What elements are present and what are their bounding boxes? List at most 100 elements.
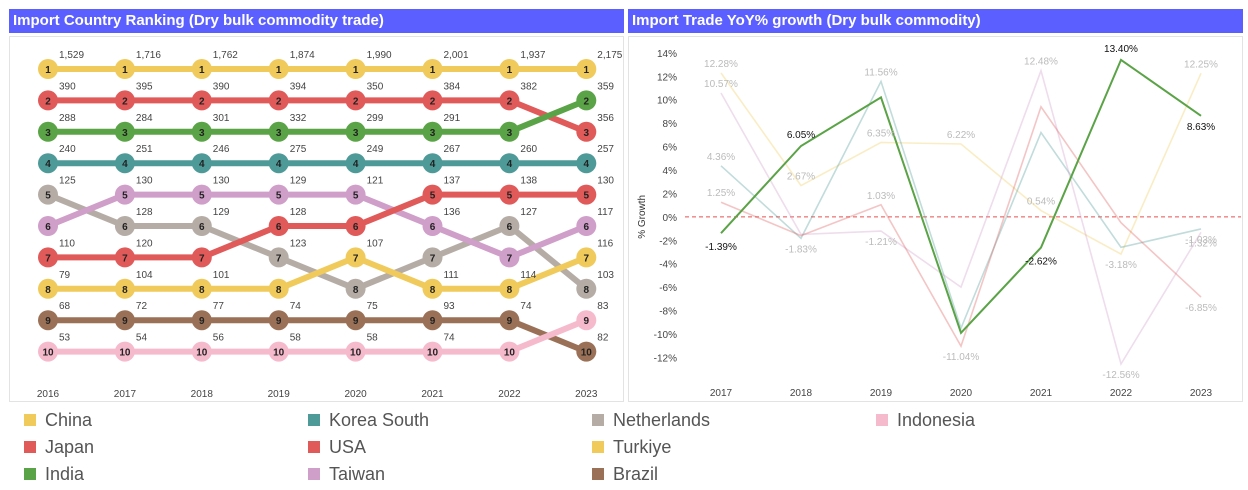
y-tick-label: 10%: [657, 96, 677, 107]
rank-lines: [45, 66, 590, 355]
rank-marker-korea-south: [114, 153, 135, 174]
value-label: 101: [213, 270, 230, 281]
growth-line-india: [720, 58, 1202, 335]
rank-marker-taiwan: [38, 216, 58, 236]
rank-marker-usa: [576, 184, 597, 205]
value-label: 79: [59, 270, 71, 281]
data-label: -11.04%: [943, 352, 980, 363]
x-tick-label: 2019: [268, 389, 291, 400]
rank-marker-japan: [191, 90, 212, 111]
rank-number: 8: [122, 285, 128, 296]
rank-number: 10: [119, 348, 131, 359]
rank-marker-korea-south: [268, 153, 289, 174]
data-label: 1.03%: [867, 191, 895, 202]
value-label: 390: [213, 81, 230, 92]
y-tick-label: -4%: [659, 260, 677, 271]
data-label: 12.25%: [1184, 59, 1218, 70]
legend-swatch: [592, 467, 604, 480]
rank-marker-brazil: [268, 310, 289, 331]
legend-item-china[interactable]: China: [24, 407, 92, 433]
rank-number: 1: [199, 65, 205, 76]
legend-label: China: [45, 410, 93, 430]
rank-number: 10: [196, 348, 208, 359]
rank-number: 9: [353, 316, 359, 327]
rank-number: 4: [430, 159, 436, 170]
legend: China Japan India Korea South USA Taiwan Nethe…: [9, 404, 1239, 488]
rank-number: 6: [507, 222, 513, 233]
rank-marker-brazil: [38, 310, 58, 331]
rank-marker-usa: [114, 247, 135, 268]
growth-chart: 14% 12% 10% 8% 6% 4% 2% 0% -2% -4% -6% -8% -10% -12%%…: [628, 36, 1243, 402]
legend-item-japan[interactable]: Japan: [24, 434, 94, 460]
rank-number: 5: [430, 191, 436, 202]
data-label: 12.28%: [704, 59, 738, 70]
rank-number: 7: [507, 253, 513, 264]
legend-item-usa[interactable]: USA: [308, 434, 366, 460]
rank-number: 9: [430, 316, 436, 327]
value-label: 74: [290, 301, 302, 312]
rank-number: 4: [584, 159, 590, 170]
value-label: 246: [213, 144, 230, 155]
y-tick-label: 14%: [657, 49, 677, 60]
legend-item-netherlands[interactable]: Netherlands: [592, 407, 710, 433]
value-label: 350: [367, 81, 384, 92]
rank-marker-japan: [268, 90, 289, 111]
rank-marker-japan: [38, 90, 58, 111]
rank-marker-netherlands: [422, 247, 443, 268]
rank-marker-india: [114, 121, 135, 142]
rank-number: 3: [507, 128, 513, 139]
value-label: 127: [520, 207, 537, 218]
legend-item-india[interactable]: India: [24, 461, 84, 487]
rank-number: 2: [276, 96, 282, 107]
rank-number: 5: [507, 191, 513, 202]
value-label: 104: [136, 270, 153, 281]
rank-marker-taiwan: [345, 184, 366, 205]
rank-number: 5: [45, 191, 51, 202]
rank-marker-china: [191, 59, 212, 79]
rank-number: 8: [584, 285, 590, 296]
y-tick-label: -2%: [659, 236, 677, 247]
rank-number: 6: [584, 222, 590, 233]
legend-item-taiwan[interactable]: Taiwan: [308, 461, 385, 487]
rank-marker-japan: [114, 90, 135, 111]
value-label: 356: [597, 113, 614, 124]
legend-swatch: [308, 467, 320, 480]
legend-label: Taiwan: [329, 464, 386, 484]
value-label: 54: [136, 333, 148, 344]
value-label: 299: [367, 113, 384, 124]
data-label: 6.22%: [947, 130, 975, 141]
legend-swatch: [592, 413, 604, 426]
data-label: 10.57%: [704, 79, 738, 90]
rank-number: 10: [581, 348, 593, 359]
rank-number: 3: [584, 128, 590, 139]
value-label: 53: [59, 333, 71, 344]
value-label: 2,001: [444, 50, 469, 61]
data-label: 1.25%: [707, 188, 735, 199]
x-tick-label: 2018: [191, 389, 214, 400]
growth-line-japan: [720, 104, 1202, 349]
value-label: 130: [597, 176, 614, 187]
rank-marker-usa: [499, 184, 520, 205]
value-label: 129: [290, 176, 307, 187]
rank-marker-indonesia: [576, 310, 597, 331]
legend-item-indonesia[interactable]: Indonesia: [876, 407, 975, 433]
rank-number: 10: [350, 348, 362, 359]
rank-marker-netherlands: [499, 216, 520, 236]
x-tick-label: 2018: [790, 388, 813, 399]
rank-marker-india: [499, 121, 520, 142]
value-label: 136: [444, 207, 461, 218]
rank-marker-taiwan: [114, 184, 135, 205]
legend-item-brazil[interactable]: Brazil: [592, 461, 658, 487]
growth-chart-svg: 14% 12% 10% 8% 6% 4% 2% 0% -2% -4% -6% -8% -10% -12%%…: [637, 44, 1241, 399]
rank-number: 6: [353, 222, 359, 233]
value-label: 114: [520, 270, 536, 281]
legend-item-turkiye[interactable]: Turkiye: [592, 434, 671, 460]
rank-number: 9: [584, 316, 590, 327]
rank-number: 7: [353, 253, 359, 264]
x-tick-label: 2020: [950, 388, 973, 399]
data-label: 6.05%: [787, 130, 815, 141]
rank-marker-brazil: [345, 310, 366, 331]
legend-label: Japan: [45, 437, 95, 457]
legend-item-korea-south[interactable]: Korea South: [308, 407, 429, 433]
